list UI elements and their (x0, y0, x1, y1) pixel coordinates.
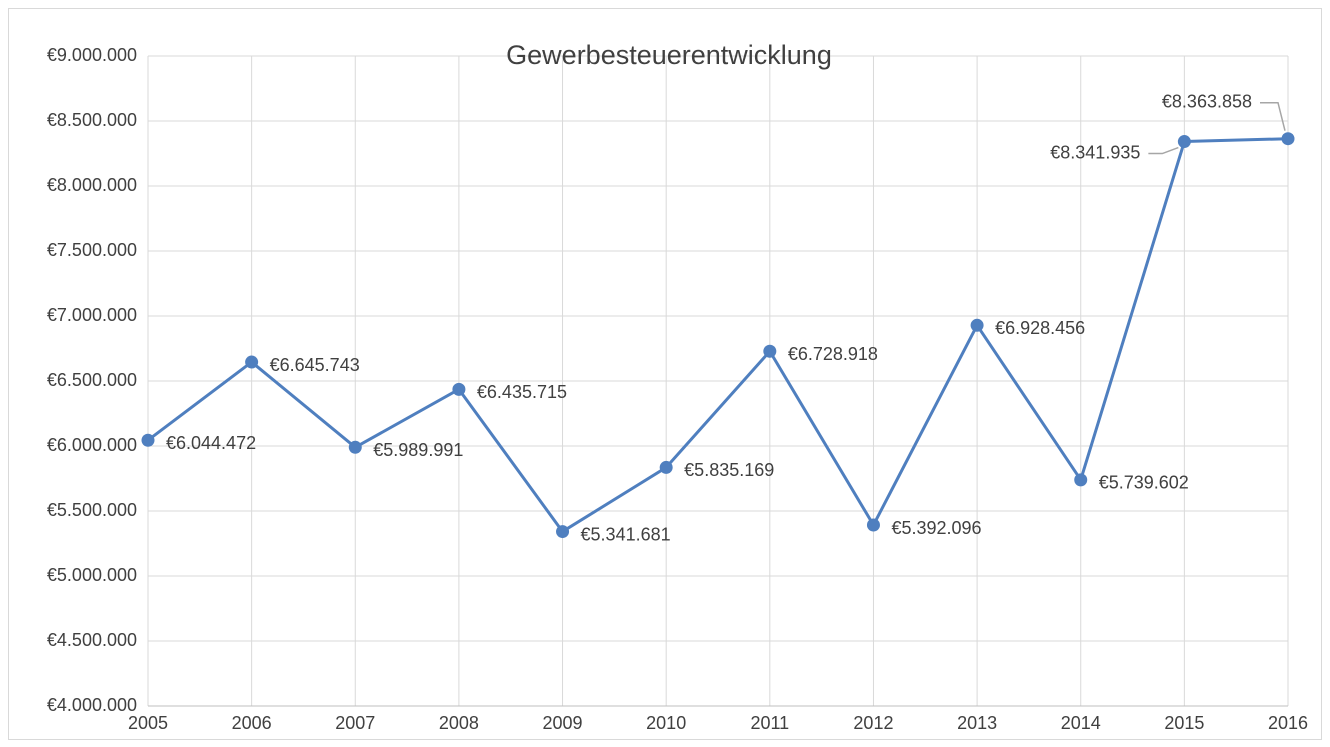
data-point (245, 355, 259, 369)
y-tick-label: €9.000.000 (47, 45, 137, 65)
data-label: €6.728.918 (788, 344, 878, 364)
data-point (866, 518, 880, 532)
data-point (452, 382, 466, 396)
data-label: €5.835.169 (684, 460, 774, 480)
x-tick-label: 2015 (1164, 713, 1204, 733)
y-tick-label: €8.000.000 (47, 175, 137, 195)
x-tick-label: 2010 (646, 713, 686, 733)
chart-frame (8, 8, 1322, 740)
data-label: €5.989.991 (373, 440, 463, 460)
data-label: €6.645.743 (270, 355, 360, 375)
data-point (348, 440, 362, 454)
grid (147, 55, 1289, 707)
data-point (1177, 135, 1191, 149)
y-tick-label: €4.500.000 (47, 630, 137, 650)
y-tick-label: €6.000.000 (47, 435, 137, 455)
leader-line (1148, 146, 1179, 155)
data-label: €6.044.472 (166, 433, 256, 453)
x-tick-label: 2011 (750, 713, 789, 733)
y-tick-label: €8.500.000 (47, 110, 137, 130)
chart-title: Gewerbesteuerentwicklung (506, 40, 832, 70)
x-tick-label: 2005 (128, 713, 168, 733)
x-tick-label: 2009 (543, 713, 583, 733)
x-tick-label: 2012 (853, 713, 893, 733)
leader-line (1260, 101, 1286, 131)
y-tick-label: €5.500.000 (47, 500, 137, 520)
y-tick-label: €4.000.000 (47, 695, 137, 715)
y-tick-label: €7.500.000 (47, 240, 137, 260)
x-tick-label: 2014 (1061, 713, 1101, 733)
data-label: €6.435.715 (477, 382, 567, 402)
x-tick-label: 2007 (335, 713, 375, 733)
x-tick-label: 2008 (439, 713, 479, 733)
data-point (556, 525, 570, 539)
y-tick-label: €7.000.000 (47, 305, 137, 325)
data-point (659, 460, 673, 474)
data-label: €5.341.681 (581, 524, 671, 544)
x-tick-label: 2016 (1268, 713, 1308, 733)
data-point (970, 318, 984, 332)
data-label: €6.928.456 (995, 318, 1085, 338)
x-tick-label: 2006 (232, 713, 272, 733)
data-point (141, 433, 155, 447)
data-point (763, 344, 777, 358)
data-label: €8.363.858 (1162, 91, 1252, 111)
data-label: €5.392.096 (891, 518, 981, 538)
x-tick-label: 2013 (957, 713, 997, 733)
data-label: €5.739.602 (1099, 473, 1189, 493)
data-point (1074, 473, 1088, 487)
data-label: €8.341.935 (1050, 142, 1140, 162)
data-point (1281, 132, 1295, 146)
y-tick-label: €5.000.000 (47, 565, 137, 585)
y-tick-label: €6.500.000 (47, 370, 137, 390)
series-line (147, 137, 1289, 534)
